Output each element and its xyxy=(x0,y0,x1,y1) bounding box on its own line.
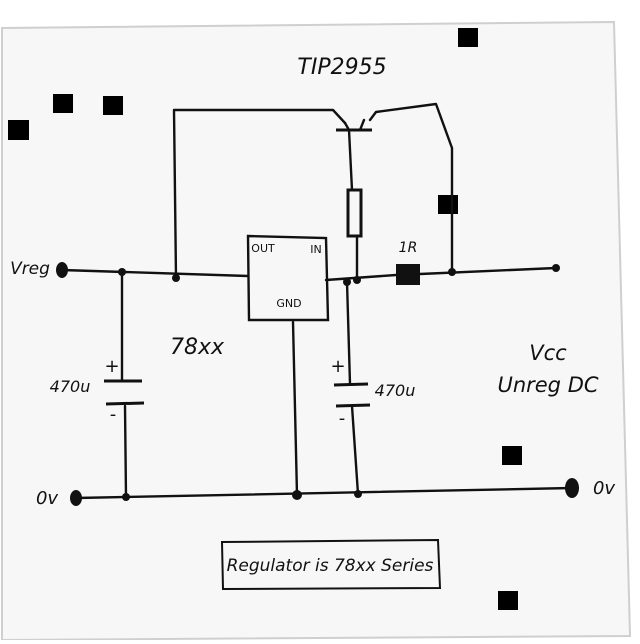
collector-resistor xyxy=(346,188,363,238)
input-left-label: Vreg xyxy=(10,259,50,279)
right-cap-plus: + xyxy=(330,356,345,377)
junction-dots xyxy=(56,262,579,506)
ground-right-label: 0v xyxy=(593,478,615,499)
wires xyxy=(60,102,574,500)
regulator-gnd-pin: GND xyxy=(276,297,301,310)
left-capacitor xyxy=(104,379,145,406)
regulator-box xyxy=(246,234,330,322)
resistor-1r-label: 1R xyxy=(399,240,418,256)
paper-sheet xyxy=(0,20,632,642)
caption-box xyxy=(220,538,442,591)
output-right-line1: Vcc xyxy=(529,341,567,365)
left-cap-plus: + xyxy=(104,356,119,377)
transistor-symbol xyxy=(336,118,372,132)
ground-left-label: 0v xyxy=(36,488,58,509)
caption-text: Regulator is 78xx Series xyxy=(227,556,434,576)
right-capacitor xyxy=(333,382,371,408)
regulator-part-label: 78xx xyxy=(170,335,225,360)
output-right-line2: Unreg DC xyxy=(497,373,598,397)
transistor-label: TIP2955 xyxy=(297,55,386,80)
regulator-out-pin: OUT xyxy=(251,242,275,255)
left-cap-minus: - xyxy=(110,404,117,425)
current-resistor-1r xyxy=(396,264,420,285)
regulator-in-pin: IN xyxy=(310,243,321,256)
right-cap-value: 470u xyxy=(375,381,416,400)
left-cap-value: 470u xyxy=(50,377,91,396)
right-cap-minus: - xyxy=(339,408,346,429)
